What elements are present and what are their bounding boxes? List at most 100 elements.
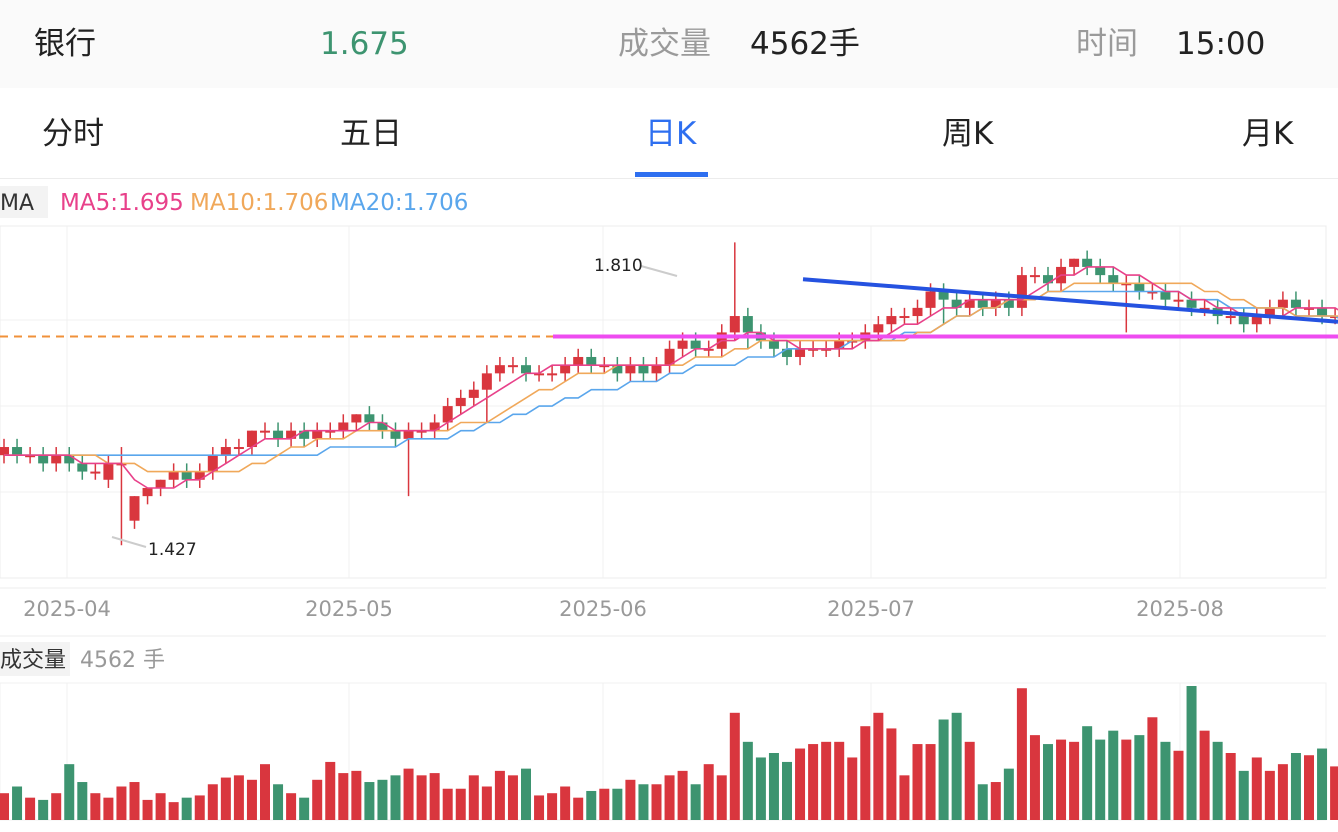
volume-bar <box>573 797 584 820</box>
kline-chart[interactable]: MA MA5:1.695 MA10:1.706 MA20:1.706 成交量 4… <box>0 178 1338 832</box>
candle-body <box>260 430 270 433</box>
low-label: 1.427 <box>148 540 197 560</box>
candles <box>0 242 1338 546</box>
candle-body <box>1186 299 1197 308</box>
tab-daily-k[interactable]: 日K <box>645 116 697 152</box>
time-value: 15:00 <box>1176 26 1266 62</box>
candle-body <box>390 430 401 439</box>
candle-body <box>1330 316 1338 319</box>
volume-bar <box>1016 688 1027 820</box>
candle-body <box>103 463 114 480</box>
candle-body <box>573 356 584 366</box>
volume-bar <box>977 784 988 820</box>
volume-bar <box>912 744 923 820</box>
volume-bar <box>1304 755 1314 820</box>
candle-body <box>612 365 623 374</box>
volume-bar <box>1043 744 1053 820</box>
volume-bar <box>455 788 466 820</box>
candle-body <box>677 340 688 349</box>
candle-body <box>599 365 610 368</box>
candle-body <box>338 422 349 431</box>
volume-value: 4562手 <box>750 26 860 62</box>
volume-bar <box>51 793 62 820</box>
candle-body <box>1173 299 1184 302</box>
low-leader <box>111 536 147 548</box>
volume-bar <box>103 797 114 820</box>
volume-bar <box>638 784 649 820</box>
candle-body <box>534 373 545 376</box>
candle-body <box>507 365 518 368</box>
volume-bar <box>677 770 688 820</box>
candle-body <box>442 406 453 423</box>
candle-body <box>912 307 923 317</box>
volume-bar <box>729 712 740 820</box>
extreme-annotations: 1.810 1.427 <box>111 256 678 560</box>
tab-weekly-k[interactable]: 周K <box>942 116 994 152</box>
candle-body <box>299 430 310 439</box>
x-tick-label: 2025-05 <box>305 597 393 621</box>
volume-bar <box>351 770 362 820</box>
volume-bar <box>886 728 897 820</box>
volume-bar <box>1108 730 1119 820</box>
volume-label: 成交量 <box>618 26 711 62</box>
volume-bar <box>1225 753 1236 820</box>
candle-body <box>351 414 362 423</box>
candle-body <box>847 340 858 343</box>
candle-body <box>964 299 975 308</box>
volume-bar <box>690 784 701 820</box>
volume-bar <box>1173 750 1184 820</box>
candle-body <box>1095 266 1106 276</box>
candle-body <box>1277 299 1288 308</box>
volume-bar <box>207 784 218 820</box>
candle-body <box>886 316 897 325</box>
volume-bar <box>312 779 323 820</box>
tab-intraday[interactable]: 分时 <box>42 116 104 152</box>
candle-body <box>925 291 936 308</box>
volume-bar <box>521 768 531 820</box>
candle-body <box>416 430 427 433</box>
volume-bar <box>220 777 231 820</box>
quote-header: 银行 1.675 成交量 4562手 时间 15:00 <box>0 0 1338 88</box>
volume-bar <box>873 712 884 820</box>
volume-bar <box>664 775 675 820</box>
volume-bar <box>181 797 192 820</box>
candle-body <box>77 463 88 472</box>
tab-five-day[interactable]: 五日 <box>340 116 402 152</box>
volume-bar <box>142 799 153 820</box>
volume-bar <box>834 741 845 820</box>
candle-body <box>155 479 166 488</box>
volume-bar <box>194 795 205 820</box>
candle-body <box>547 373 558 376</box>
volume-bar <box>377 779 388 820</box>
volume-bar <box>964 741 975 820</box>
candle-body <box>1160 291 1171 300</box>
candle-body <box>625 365 636 374</box>
volume-bar <box>925 744 936 820</box>
candle-body <box>1029 275 1040 278</box>
volume-bar <box>429 773 440 820</box>
volume-bar <box>325 761 336 820</box>
tab-monthly-k[interactable]: 月K <box>1242 116 1294 152</box>
volume-bar <box>12 786 23 820</box>
volume-bar <box>507 775 518 820</box>
volume-bar <box>1317 748 1328 820</box>
candle-body <box>1264 307 1275 317</box>
volume-bar <box>286 793 297 820</box>
candle-body <box>651 365 662 374</box>
candle-body <box>481 373 492 390</box>
resistance-trendline <box>802 277 1338 324</box>
candle-body <box>51 455 62 464</box>
volume-bar <box>990 782 1001 820</box>
volume-bar <box>1238 770 1249 820</box>
candle-body <box>586 356 597 366</box>
period-tabs: 分时 五日 日K 周K 月K <box>0 88 1338 179</box>
volume-bar <box>847 757 858 820</box>
candle-body <box>246 430 257 448</box>
candle-body <box>742 316 753 333</box>
candle-body <box>873 324 884 333</box>
volume-bar <box>1277 764 1288 820</box>
ma5-line <box>4 266 1338 489</box>
candle-body <box>325 430 336 433</box>
candle-body <box>638 365 649 374</box>
candle-body <box>1238 316 1249 325</box>
